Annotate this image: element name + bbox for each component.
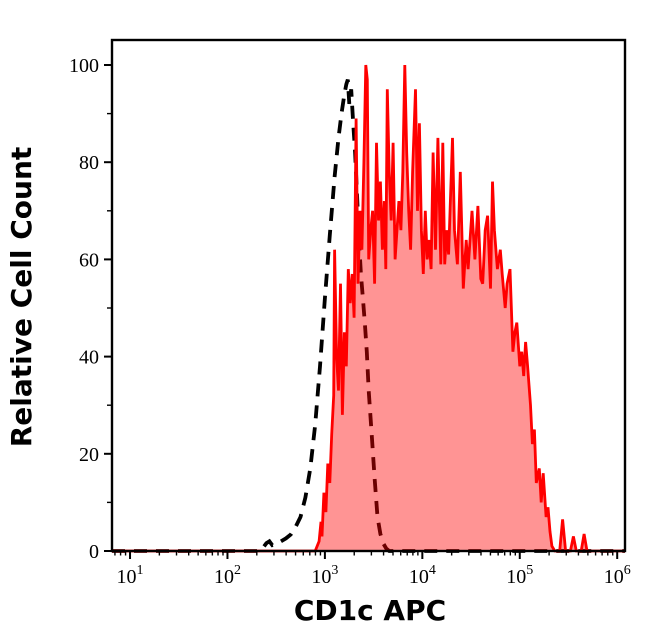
y-tick-label: 80 xyxy=(79,152,99,174)
y-axis-title: Relative Cell Count xyxy=(5,147,38,448)
x-tick-label: 104 xyxy=(409,563,436,588)
x-tick-label: 105 xyxy=(506,563,533,588)
plot-frame xyxy=(110,38,627,553)
y-tick-label: 0 xyxy=(89,541,99,563)
x-tick-label: 102 xyxy=(214,563,241,588)
y-tick-label: 40 xyxy=(79,347,99,369)
control-curve-dashed xyxy=(112,79,625,553)
x-tick-label: 106 xyxy=(604,563,631,588)
control-dashed-line xyxy=(112,79,625,553)
stained-curve-filled xyxy=(112,64,625,553)
y-axis: 0 20 40 60 80 100 xyxy=(69,55,112,563)
y-tick-label: 100 xyxy=(69,55,99,77)
stained-fill xyxy=(112,65,625,551)
x-tick-label: 103 xyxy=(311,563,338,588)
stained-line xyxy=(112,64,625,553)
y-tick-label: 20 xyxy=(79,444,99,466)
x-axis: 101 102 103 104 105 106 xyxy=(114,551,631,588)
x-tick-label: 101 xyxy=(117,563,144,588)
y-tick-label: 60 xyxy=(79,249,99,271)
x-axis-title: CD1c APC xyxy=(294,594,446,627)
